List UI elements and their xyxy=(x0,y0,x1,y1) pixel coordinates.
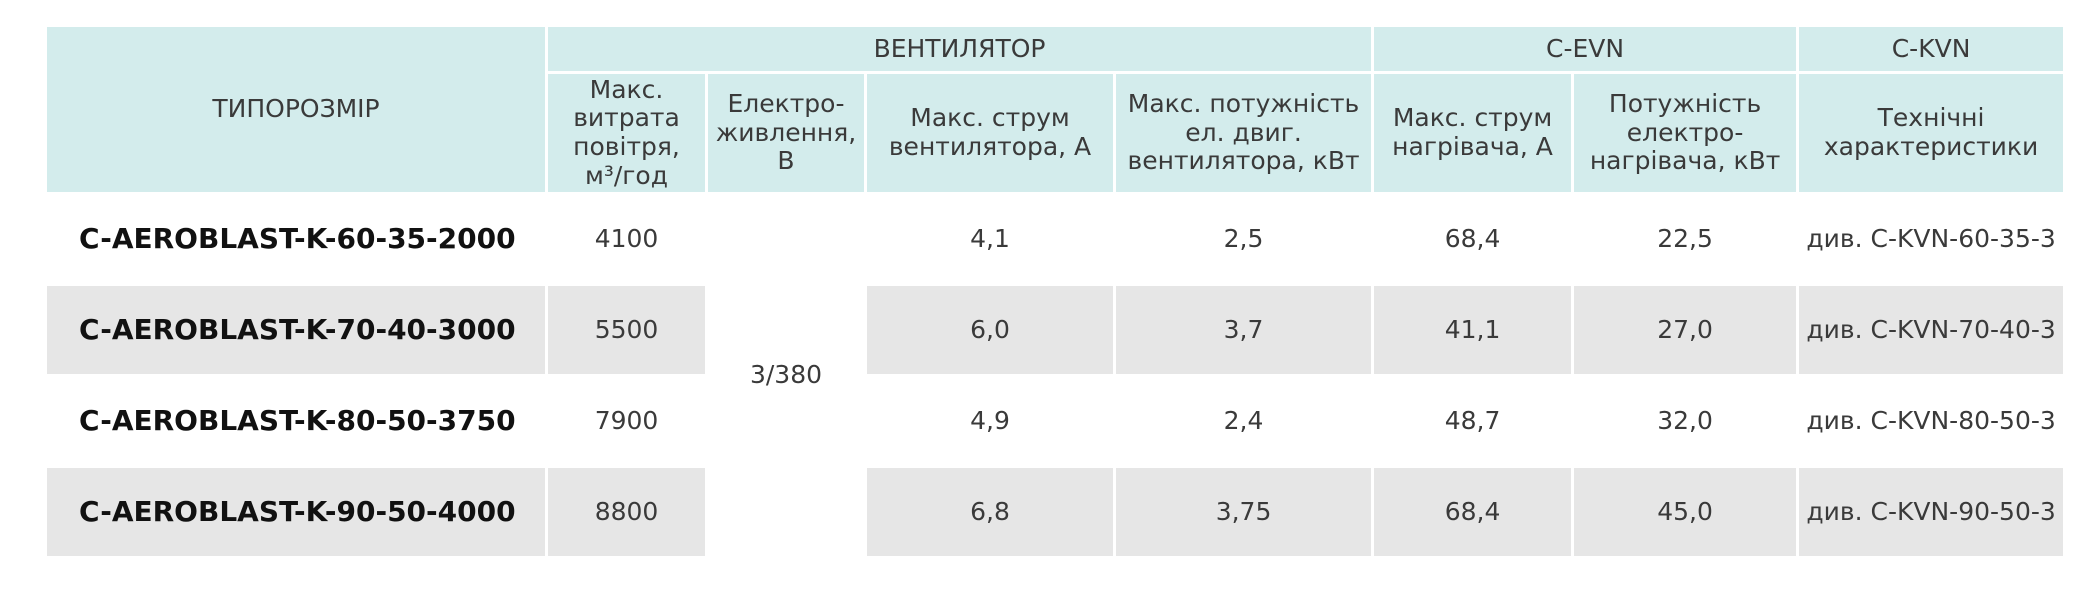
tech-ref: див. C-KVN-70-40-3 xyxy=(1799,286,2064,374)
cell-value: 2,4 xyxy=(1223,405,1264,435)
model-name: C-AEROBLAST-K-80-50-3750 xyxy=(79,403,516,437)
group-header: C-EVN xyxy=(1374,27,1797,71)
cell-value: 32,0 xyxy=(1657,405,1713,435)
sub-header: Технічні характеристики xyxy=(1799,74,2064,192)
cell-value: 8800 xyxy=(548,468,705,556)
cell-value: 68,4 xyxy=(1444,223,1501,253)
table-row: C-AEROBLAST-K-60-35-2000 4100 3/380 4,1 2,5 6… xyxy=(47,195,2063,556)
cell-value: 22,5 xyxy=(1657,223,1713,253)
model-name: C-AEROBLAST-K-60-35-2000 xyxy=(79,221,516,255)
sub-header: Макс. потужність ел. двиг. вентилятора, … xyxy=(1116,74,1372,192)
sub-header: Електро-живлення, В xyxy=(708,74,864,192)
cell-value: 3,7 xyxy=(1116,286,1372,374)
cell-value: 48,7 xyxy=(1444,405,1501,435)
model-name: C-AEROBLAST-K-70-40-3000 xyxy=(47,286,545,374)
cell-value: 2,5 xyxy=(1223,223,1264,253)
group-header: C-KVN xyxy=(1799,27,2064,71)
power-supply: 3/380 xyxy=(708,195,864,556)
cell-value: 4,1 xyxy=(970,223,1010,253)
cell-value: 4,9 xyxy=(970,405,1010,435)
cell-value: 6,0 xyxy=(867,286,1113,374)
cell-value: 45,0 xyxy=(1574,468,1797,556)
sub-header: Макс. витрата повітря, м³/год xyxy=(548,74,705,192)
group-header: ТИПОРОЗМІР xyxy=(47,27,545,192)
table-row: C-AEROBLAST-K-70-40-3000 5500 6,0 3,7 41,1 27… xyxy=(47,286,2064,374)
spec-table: ТИПОРОЗМІР ВЕНТИЛЯТОР C-EVN C-KVN Макс. … xyxy=(44,24,2066,559)
model-name: C-AEROBLAST-K-90-50-4000 xyxy=(47,468,545,556)
cell-value: 27,0 xyxy=(1574,286,1797,374)
group-header: ВЕНТИЛЯТОР xyxy=(548,27,1372,71)
tech-ref: див. C-KVN-80-50-3 xyxy=(1806,405,2056,435)
cell-value: 6,8 xyxy=(867,468,1113,556)
table-row: C-AEROBLAST-K-90-50-4000 8800 6,8 3,75 68,4 4… xyxy=(47,468,2064,556)
sub-header: Потужність електро-нагрівача, кВт xyxy=(1574,74,1797,192)
sub-header: Макс. струм вентилятора, А xyxy=(867,74,1113,192)
cell-value: 3,75 xyxy=(1116,468,1372,556)
cell-value: 4100 xyxy=(594,223,659,253)
cell-value: 7900 xyxy=(594,405,659,435)
tech-ref: див. C-KVN-90-50-3 xyxy=(1799,468,2064,556)
sub-header: Макс. струм нагрівача, А xyxy=(1374,74,1572,192)
cell-value: 5500 xyxy=(548,286,705,374)
cell-value: 41,1 xyxy=(1374,286,1572,374)
cell-value: 68,4 xyxy=(1374,468,1572,556)
table-row: C-AEROBLAST-K-80-50-3750 7900 4,9 2,4 48,7 32… xyxy=(47,377,2063,465)
tech-ref: див. C-KVN-60-35-3 xyxy=(1806,223,2056,253)
